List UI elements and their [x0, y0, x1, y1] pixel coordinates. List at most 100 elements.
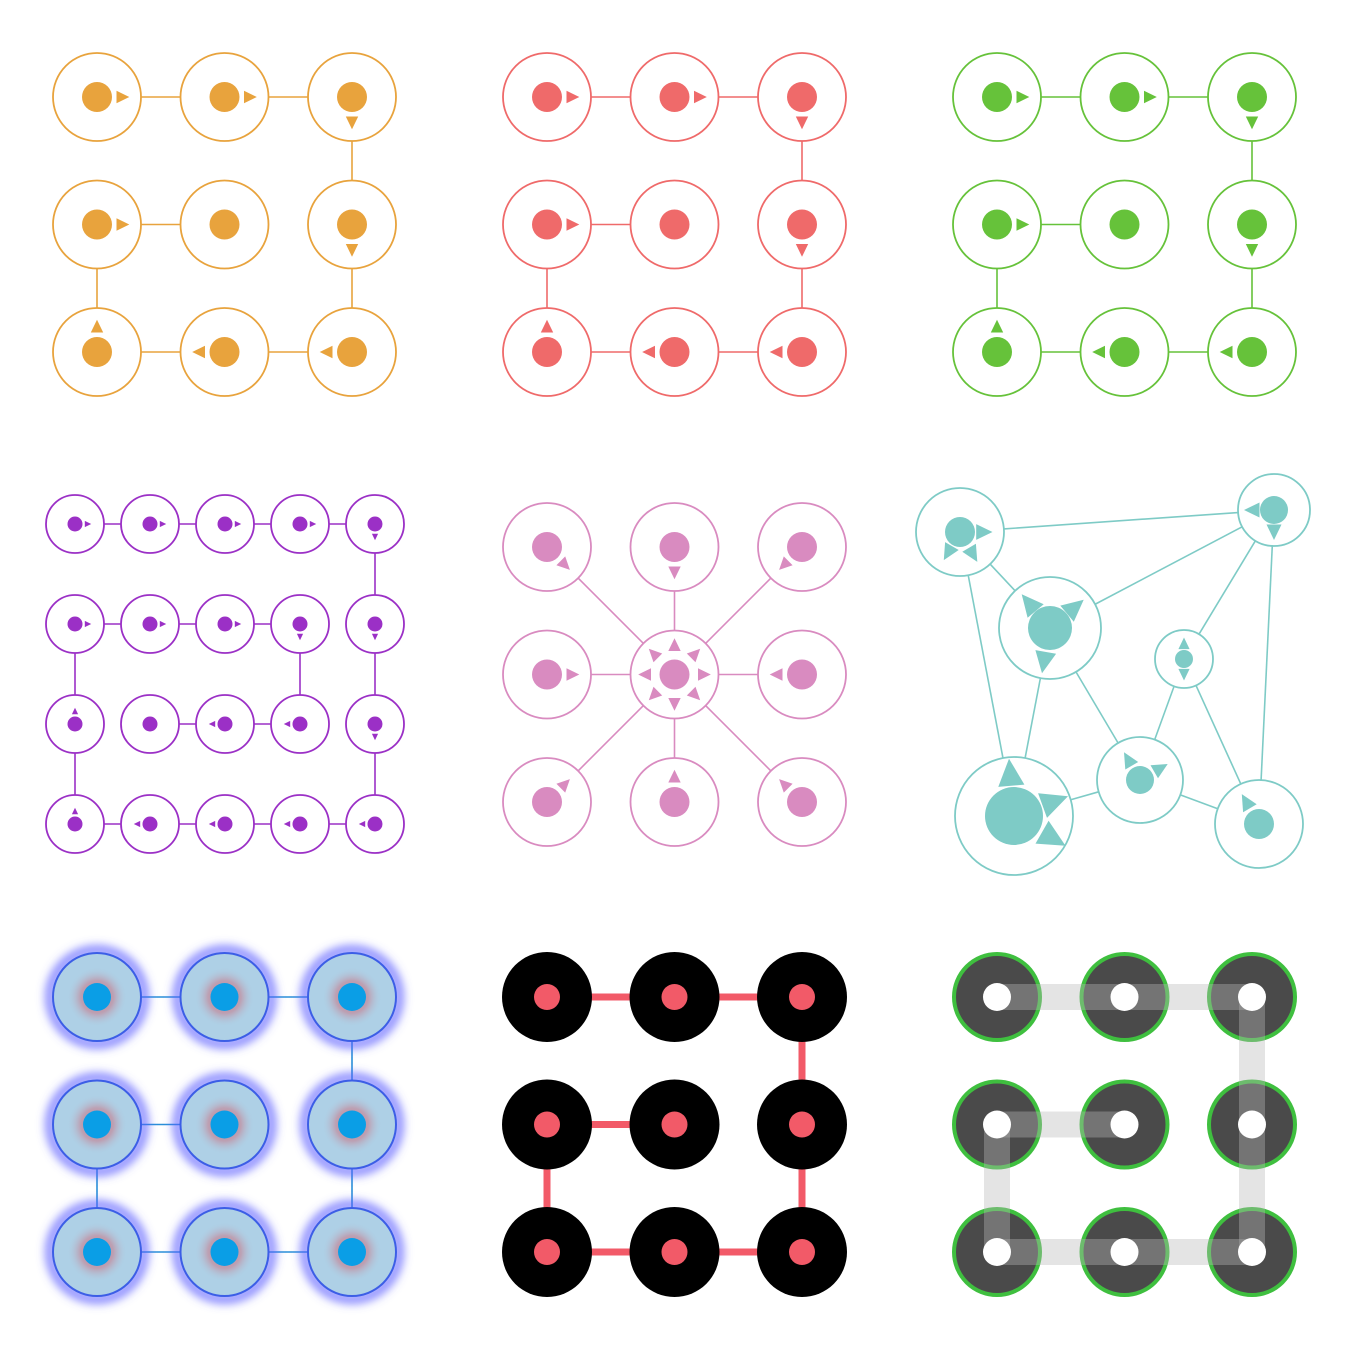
pattern-node[interactable] — [629, 179, 720, 270]
pattern-node[interactable] — [502, 952, 592, 1042]
pattern-node[interactable] — [1079, 307, 1170, 397]
pattern-node[interactable] — [502, 1079, 592, 1170]
pattern-node[interactable] — [1207, 307, 1297, 397]
pattern-node[interactable] — [120, 794, 180, 854]
pattern-lock-coral[interactable] — [502, 52, 847, 397]
pattern-node[interactable] — [52, 179, 142, 270]
pattern-node[interactable] — [120, 494, 180, 554]
pattern-node[interactable] — [502, 307, 592, 397]
pattern-node[interactable] — [1096, 736, 1184, 824]
pattern-node[interactable] — [45, 594, 105, 654]
pattern-node[interactable] — [307, 179, 397, 270]
pattern-node[interactable] — [952, 307, 1042, 397]
direction-arrow-icon — [1144, 90, 1157, 104]
pattern-lock-teal[interactable] — [915, 473, 1311, 876]
pattern-node[interactable] — [757, 179, 847, 270]
pattern-lock-orange[interactable] — [52, 52, 397, 397]
pattern-node[interactable] — [1207, 52, 1297, 142]
pattern-lock-green[interactable] — [952, 52, 1297, 397]
pattern-node[interactable] — [757, 1207, 847, 1297]
pattern-node[interactable] — [629, 629, 720, 720]
pattern-node[interactable] — [120, 694, 180, 754]
pattern-node[interactable] — [757, 952, 847, 1042]
direction-arrow-icon — [668, 769, 681, 783]
pattern-node[interactable] — [1079, 179, 1170, 270]
pattern-node[interactable] — [629, 502, 720, 592]
pattern-node[interactable] — [270, 494, 330, 554]
pattern-node[interactable] — [46, 1201, 148, 1303]
pattern-node[interactable] — [270, 594, 330, 654]
pattern-node[interactable] — [120, 594, 180, 654]
pattern-node[interactable] — [179, 179, 270, 270]
pattern-node[interactable] — [1079, 52, 1170, 142]
pattern-node[interactable] — [757, 502, 847, 592]
pattern-node[interactable] — [629, 52, 720, 142]
pattern-node[interactable] — [179, 52, 270, 142]
pattern-node[interactable] — [174, 946, 275, 1048]
pattern-node[interactable] — [174, 1201, 275, 1303]
pattern-node[interactable] — [1154, 629, 1214, 689]
pattern-node[interactable] — [629, 307, 720, 397]
pattern-node[interactable] — [195, 794, 255, 854]
direction-arrow-icon — [1245, 116, 1259, 130]
pattern-node[interactable] — [502, 52, 592, 142]
pattern-node[interactable] — [757, 757, 847, 847]
pattern-node[interactable] — [45, 494, 105, 554]
pattern-node[interactable] — [195, 494, 255, 554]
pattern-node[interactable] — [270, 694, 330, 754]
pattern-node[interactable] — [915, 487, 1005, 577]
pattern-node[interactable] — [270, 794, 330, 854]
direction-arrow-icon — [1035, 650, 1057, 674]
pattern-node[interactable] — [195, 694, 255, 754]
pattern-node[interactable] — [757, 307, 847, 397]
pattern-node[interactable] — [345, 594, 405, 654]
pattern-node[interactable] — [757, 1079, 847, 1170]
pattern-node[interactable] — [345, 494, 405, 554]
direction-arrow-icon — [642, 345, 655, 359]
pattern-node[interactable] — [757, 629, 847, 720]
pattern-node[interactable] — [45, 694, 105, 754]
pattern-node[interactable] — [195, 594, 255, 654]
pattern-node[interactable] — [307, 307, 397, 397]
pattern-node[interactable] — [757, 52, 847, 142]
pattern-node[interactable] — [952, 179, 1042, 270]
pattern-node[interactable] — [629, 1207, 720, 1297]
path-segment — [984, 1124, 1010, 1252]
pattern-node[interactable] — [502, 757, 592, 847]
pattern-node[interactable] — [952, 52, 1042, 142]
pattern-node[interactable] — [502, 502, 592, 592]
pattern-lock-gray-green[interactable] — [952, 952, 1297, 1297]
pattern-node[interactable] — [52, 52, 142, 142]
pattern-lock-blue-glow[interactable] — [46, 946, 403, 1303]
pattern-node[interactable] — [345, 794, 405, 854]
pattern-node[interactable] — [301, 1074, 403, 1175]
pattern-node[interactable] — [179, 307, 270, 397]
pattern-node[interactable] — [174, 1074, 275, 1175]
pattern-node[interactable] — [52, 307, 142, 397]
pattern-node[interactable] — [301, 1201, 403, 1303]
pattern-node[interactable] — [954, 756, 1074, 876]
pattern-node[interactable] — [1214, 779, 1304, 869]
pattern-node[interactable] — [502, 629, 592, 720]
direction-arrow-icon — [345, 116, 359, 130]
hub-arrow-icon — [638, 668, 651, 681]
pattern-lock-black-red[interactable] — [502, 952, 847, 1297]
pattern-node[interactable] — [45, 794, 105, 854]
pattern-node[interactable] — [46, 946, 148, 1048]
pattern-node[interactable] — [629, 952, 720, 1042]
pattern-node[interactable] — [502, 1207, 592, 1297]
direction-arrow-icon — [1124, 752, 1139, 770]
pattern-node[interactable] — [307, 52, 397, 142]
pattern-node[interactable] — [345, 694, 405, 754]
pattern-node[interactable] — [629, 757, 720, 847]
pattern-node[interactable] — [1207, 179, 1297, 270]
pattern-lock-pink[interactable] — [502, 502, 847, 847]
pattern-node[interactable] — [998, 576, 1102, 680]
pattern-node[interactable] — [1237, 473, 1311, 547]
direction-arrow-icon — [84, 520, 92, 528]
pattern-node[interactable] — [46, 1074, 148, 1175]
pattern-lock-purple[interactable] — [45, 494, 405, 854]
pattern-node[interactable] — [502, 179, 592, 270]
pattern-node[interactable] — [629, 1079, 720, 1170]
pattern-node[interactable] — [301, 946, 403, 1048]
